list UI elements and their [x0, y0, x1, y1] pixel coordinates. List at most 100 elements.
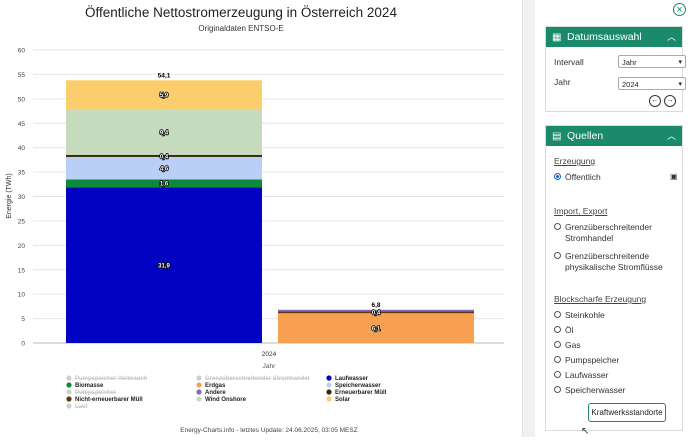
legend-marker[interactable]: [66, 382, 72, 388]
radio-physikalisch[interactable]: Grenzüberschreitende: [554, 251, 649, 261]
chevron-down-icon: ▾: [678, 81, 682, 88]
total-label: 54,1: [158, 72, 171, 79]
next-arrow-icon[interactable]: →: [664, 95, 676, 107]
legend-item[interactable]: Andere: [205, 390, 226, 396]
legend-item[interactable]: Last: [75, 404, 87, 410]
close-icon[interactable]: ×: [673, 3, 686, 16]
legend-item[interactable]: Grenzüberschreitender Stromhandel: [205, 376, 310, 382]
radio-icon: [554, 252, 561, 260]
legend-marker[interactable]: [326, 382, 332, 388]
radio-speicherwasser[interactable]: Speicherwasser: [554, 385, 625, 395]
radio-icon: [554, 341, 561, 349]
radio-physikalisch-label-1: Grenzüberschreitende: [565, 251, 650, 261]
data-label: 9,4: [160, 130, 169, 136]
legend-marker[interactable]: [196, 389, 202, 395]
chart-area: Öffentliche Nettostromerzeugung in Öster…: [6, 5, 504, 434]
bars-layer: [66, 80, 474, 343]
radio-selected-icon: [554, 173, 561, 181]
year-select-value: 2024: [622, 80, 639, 89]
interval-select-value: Jahr: [622, 58, 637, 67]
legend-item[interactable]: Solar: [335, 397, 351, 403]
legend-marker[interactable]: [66, 403, 72, 409]
legend-marker[interactable]: [66, 375, 72, 381]
data-label: 1,6: [160, 182, 169, 188]
legend-item[interactable]: Nicht-erneuerbarer Müll: [75, 397, 143, 403]
erzeugung-heading[interactable]: Erzeugung: [554, 156, 596, 166]
y-tick-label: 50: [18, 96, 26, 103]
radio-laufwasser[interactable]: Laufwasser: [554, 370, 608, 380]
legend: Pumpspeicher Verbrauch Grenzüberschreiten…: [66, 375, 387, 410]
data-label: 6,1: [372, 326, 381, 332]
chevron-up-icon[interactable]: ︿: [666, 131, 676, 141]
save-icon[interactable]: ▣: [670, 172, 678, 181]
legend-marker[interactable]: [196, 396, 202, 402]
legend-marker[interactable]: [66, 389, 72, 395]
previous-arrow-icon[interactable]: ←: [649, 95, 661, 107]
bar-segment-erdgas[interactable]: [278, 313, 474, 343]
labels-layer: 31,9 1,6 4,6 0,4 9,4 5,9 54,1 2024 6,1 0,4 6,8: [157, 72, 381, 358]
panel-divider[interactable]: [522, 0, 535, 437]
radio-gas-label: Gas: [565, 340, 581, 350]
radio-oeffentlich[interactable]: Öffentlich: [554, 172, 601, 182]
legend-item[interactable]: Pumpspeicher Verbrauch: [75, 376, 148, 382]
data-label: 31,9: [158, 263, 170, 269]
y-tick-label: 15: [18, 267, 26, 274]
sources-title: Quellen: [567, 130, 604, 142]
interval-select[interactable]: Jahr ▾: [618, 55, 686, 68]
radio-stromhandel-label-2: Stromhandel: [565, 233, 614, 243]
y-tick-label: 0: [21, 341, 25, 348]
radio-pumpspeicher-label: Pumpspeicher: [565, 355, 620, 365]
radio-gas[interactable]: Gas: [554, 340, 581, 350]
chart-footer: Energy-Charts.info - letztes Update: 24.…: [180, 427, 357, 434]
chart-title: Öffentliche Nettostromerzeugung in Öster…: [85, 5, 397, 20]
data-label: 5,9: [160, 93, 169, 99]
bar-segment-biomasse[interactable]: [66, 179, 262, 188]
bar-segment-laufwasser[interactable]: [66, 187, 262, 343]
year-select[interactable]: 2024 ▾: [618, 77, 686, 90]
date-selection-header[interactable]: ▦ Datumsauswahl ︿: [546, 27, 682, 47]
bar-segment-solar[interactable]: [66, 80, 262, 110]
radio-icon: [554, 223, 561, 231]
legend-item[interactable]: Speicherwasser: [335, 383, 381, 389]
legend-marker[interactable]: [326, 389, 332, 395]
legend-marker[interactable]: [196, 382, 202, 388]
legend-item[interactable]: Pumpspeicher: [75, 390, 117, 396]
y-tick-label: 5: [21, 316, 25, 323]
radio-icon: [554, 371, 561, 379]
radio-oel-label: Öl: [565, 325, 574, 335]
radio-stromhandel-label-1: Grenzüberschreitender: [565, 222, 652, 232]
interval-label: Intervall: [554, 57, 584, 67]
bar-segment-wind-onshore[interactable]: [66, 109, 262, 155]
import-export-heading[interactable]: Import, Export: [554, 206, 608, 216]
bar-segment-andere[interactable]: [278, 309, 474, 312]
chevron-up-icon[interactable]: ︿: [666, 32, 676, 42]
legend-marker[interactable]: [326, 396, 332, 402]
legend-item[interactable]: Wind Onshore: [205, 397, 247, 403]
y-tick-label: 45: [18, 121, 26, 128]
bar-segment-nicht-erneuerbarer-m-ll[interactable]: [278, 311, 474, 314]
legend-item[interactable]: Laufwasser: [335, 376, 369, 382]
radio-steinkohle[interactable]: Steinkohle: [554, 310, 605, 320]
radio-icon: [554, 326, 561, 334]
radio-speicherwasser-label: Speicherwasser: [565, 385, 626, 395]
date-selection-card: ▦ Datumsauswahl ︿ Intervall Jahr ▾ Jahr 2…: [545, 26, 686, 112]
bar-segment-erneuerbarer-m-ll[interactable]: [66, 154, 262, 157]
radio-stromhandel[interactable]: Grenzüberschreitender: [554, 222, 652, 232]
date-selection-title: Datumsauswahl: [567, 31, 642, 43]
data-label: 0,4: [160, 154, 169, 160]
legend-item[interactable]: Biomasse: [75, 383, 104, 389]
sources-header[interactable]: ▤ Quellen ︿: [546, 126, 682, 146]
legend-item[interactable]: Erneuerbarer Müll: [335, 390, 387, 396]
radio-oel[interactable]: Öl: [554, 325, 574, 335]
radio-oeffentlich-label: Öffentlich: [565, 172, 601, 182]
chevron-down-icon: ▾: [678, 59, 682, 66]
legend-marker[interactable]: [326, 375, 332, 381]
radio-pumpspeicher[interactable]: Pumpspeicher: [554, 355, 619, 365]
kraftwerksstandorte-button[interactable]: Kraftwerksstandorte: [588, 403, 666, 422]
legend-marker[interactable]: [196, 375, 202, 381]
legend-marker[interactable]: [66, 396, 72, 402]
blockscharfe-heading[interactable]: Blockscharfe Erzeugung: [554, 294, 647, 304]
bar-segment-speicherwasser[interactable]: [66, 156, 262, 180]
y-tick-label: 40: [18, 145, 26, 152]
legend-item[interactable]: Erdgas: [205, 383, 226, 389]
